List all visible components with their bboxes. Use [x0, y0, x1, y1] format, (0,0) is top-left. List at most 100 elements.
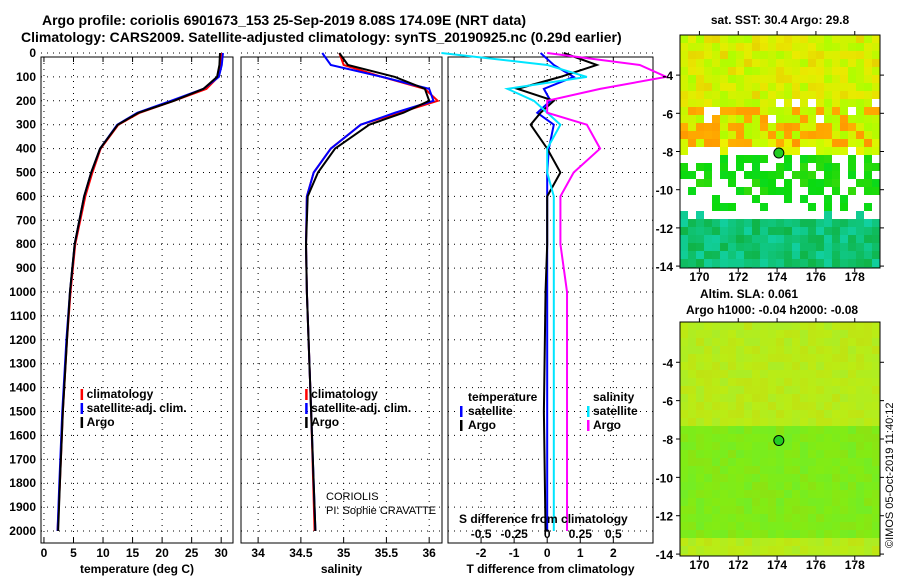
- map-cell: [768, 35, 776, 43]
- map-cell: [872, 458, 880, 466]
- map-cell: [816, 67, 824, 75]
- map-cell: [752, 59, 760, 67]
- lat-tick-label: -12: [656, 510, 674, 524]
- map-cell: [848, 163, 856, 171]
- map-cell: [856, 131, 864, 139]
- map-cell: [704, 426, 712, 434]
- map-cell: [680, 83, 688, 91]
- map-cell: [848, 410, 856, 418]
- map-cell: [808, 474, 816, 482]
- map-cell: [704, 330, 712, 338]
- map-cell: [752, 67, 760, 75]
- map-cell: [800, 434, 808, 442]
- map-cell: [744, 450, 752, 458]
- map-cell: [712, 474, 720, 482]
- map-cell: [728, 131, 736, 139]
- map-cell: [768, 123, 776, 131]
- map-cell: [776, 522, 784, 530]
- map-cell: [864, 338, 872, 346]
- map-cell: [816, 506, 824, 514]
- map-cell: [752, 155, 760, 163]
- map-cell: [712, 322, 720, 330]
- map-cell: [696, 187, 704, 195]
- y-tick-label: 400: [16, 142, 36, 156]
- map-cell: [824, 163, 832, 171]
- map-cell: [768, 354, 776, 362]
- map-cell: [776, 115, 784, 123]
- map-cell: [768, 458, 776, 466]
- map-cell: [680, 546, 688, 554]
- map-cell: [680, 530, 688, 538]
- map-cell: [840, 418, 848, 426]
- map-cell: [728, 227, 736, 235]
- map-cell: [816, 163, 824, 171]
- map-cell: [808, 466, 816, 474]
- map-cell: [760, 59, 768, 67]
- map-cell: [872, 51, 880, 59]
- map-cell: [704, 346, 712, 354]
- map-cell: [688, 115, 696, 123]
- map-cell: [736, 59, 744, 67]
- map-cell: [760, 442, 768, 450]
- map-cell: [848, 211, 856, 219]
- map-cell: [816, 474, 824, 482]
- map-cell: [848, 51, 856, 59]
- map-cell: [704, 251, 712, 259]
- map-cell: [688, 227, 696, 235]
- map-cell: [864, 522, 872, 530]
- map-cell: [680, 123, 688, 131]
- map-cell: [872, 466, 880, 474]
- map-cell: [680, 147, 688, 155]
- map-cell: [832, 219, 840, 227]
- map-cell: [832, 554, 840, 556]
- map-cell: [784, 131, 792, 139]
- map-cell: [792, 251, 800, 259]
- lat-tick-label: -10: [656, 184, 674, 198]
- map-cell: [816, 155, 824, 163]
- map-cell: [696, 354, 704, 362]
- map-cell: [776, 131, 784, 139]
- map-cell: [840, 538, 848, 546]
- x-tick-label: 2: [610, 546, 617, 560]
- map-cell: [816, 362, 824, 370]
- map-cell: [840, 466, 848, 474]
- map-cell: [832, 346, 840, 354]
- map-cell: [744, 107, 752, 115]
- map-cell: [704, 219, 712, 227]
- map-cell: [840, 354, 848, 362]
- map-cell: [864, 187, 872, 195]
- argo-position-marker: [773, 147, 785, 159]
- map-cell: [856, 219, 864, 227]
- map-cell: [752, 259, 760, 267]
- map-cell: [832, 370, 840, 378]
- map-cell: [688, 59, 696, 67]
- map-cell: [824, 322, 832, 330]
- map-cell: [808, 171, 816, 179]
- map-cell: [712, 187, 720, 195]
- map-cell: [744, 490, 752, 498]
- map-cell: [680, 474, 688, 482]
- map-cell: [824, 251, 832, 259]
- s-tick-label: 0.25: [569, 527, 593, 541]
- map-cell: [824, 67, 832, 75]
- map-cell: [696, 83, 704, 91]
- map-cell: [792, 474, 800, 482]
- map-cell: [816, 378, 824, 386]
- map-cell: [768, 75, 776, 83]
- map-cell: [776, 402, 784, 410]
- map-cell: [808, 426, 816, 434]
- map-cell: [688, 43, 696, 51]
- map-cell: [696, 107, 704, 115]
- map-cell: [792, 155, 800, 163]
- x-axis-label: salinity: [321, 562, 363, 576]
- map-cell: [776, 322, 784, 330]
- map-cell: [712, 514, 720, 522]
- map-cell: [792, 107, 800, 115]
- map-cell: [752, 522, 760, 530]
- x-tick-label: 30: [215, 546, 229, 560]
- map-cell: [712, 522, 720, 530]
- map-cell: [872, 43, 880, 51]
- map-cell: [768, 346, 776, 354]
- map-cell: [872, 506, 880, 514]
